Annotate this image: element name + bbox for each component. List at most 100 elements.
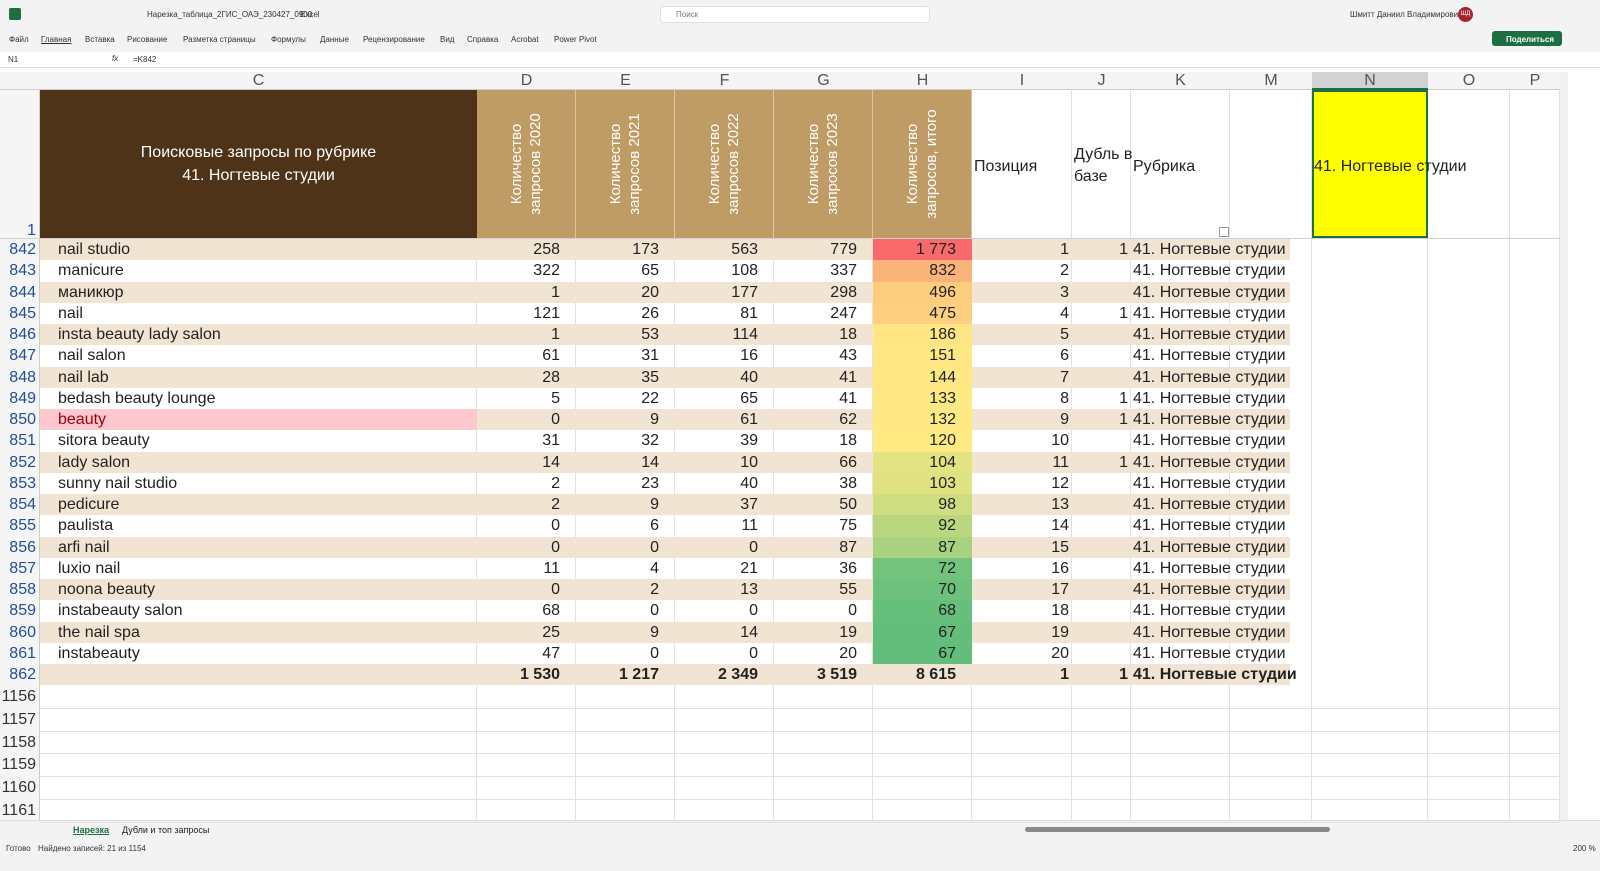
column-header[interactable]: C — [252, 72, 265, 89]
heat-fill — [873, 515, 972, 537]
count-value: 2 349 — [717, 666, 758, 683]
position: 6 — [1060, 347, 1069, 365]
row-number[interactable]: 1159 — [1, 756, 36, 774]
column-header[interactable]: H — [916, 72, 929, 89]
count-value: 832 — [929, 262, 956, 280]
heat-fill — [873, 621, 972, 643]
position: 13 — [1051, 496, 1069, 513]
query: nail studio — [58, 241, 131, 258]
sheet-tab-bar — [0, 820, 1600, 840]
count-value: 75 — [839, 517, 857, 535]
row-number[interactable]: 849 — [9, 389, 36, 407]
count-value: 40 — [740, 474, 758, 492]
column-header[interactable]: J — [1097, 72, 1106, 89]
row-number[interactable]: 1156 — [1, 688, 36, 705]
row-number[interactable]: 1157 — [1, 710, 36, 728]
filter-button[interactable] — [1219, 227, 1229, 237]
header-title-cell — [40, 90, 477, 238]
n1-cell[interactable] — [1312, 90, 1428, 238]
column-header[interactable]: D — [520, 72, 533, 89]
count-value: 40 — [740, 368, 758, 386]
row-number[interactable]: 842 — [9, 241, 36, 258]
row-number[interactable]: 853 — [9, 474, 36, 492]
row-number[interactable]: 855 — [9, 517, 36, 535]
row-number[interactable]: 844 — [9, 283, 36, 301]
column-header[interactable]: P — [1529, 72, 1541, 89]
avatar: ШД — [1458, 7, 1473, 22]
count-value: 11 — [741, 517, 758, 535]
row-number[interactable]: 858 — [9, 581, 36, 598]
share-button[interactable] — [1492, 31, 1562, 46]
row-number[interactable]: 856 — [9, 538, 36, 556]
row-number[interactable]: 846 — [9, 326, 36, 343]
menu-item[interactable]: Вид — [440, 35, 455, 44]
row-fill — [40, 239, 1290, 261]
row-number[interactable]: 1161 — [1, 802, 36, 819]
row-line — [40, 776, 1560, 778]
menu-item[interactable]: Разметка страницы — [183, 35, 256, 44]
name-box[interactable]: N1 — [8, 55, 19, 64]
column-header[interactable]: N — [1364, 72, 1376, 89]
menu-item[interactable]: Acrobat — [511, 35, 539, 44]
column-header[interactable]: K — [1175, 72, 1186, 89]
search-box[interactable] — [660, 6, 930, 23]
column-header[interactable]: E — [620, 72, 631, 89]
row-number: 1 — [27, 222, 36, 239]
row-number[interactable]: 848 — [9, 368, 36, 386]
position: 18 — [1051, 602, 1069, 620]
menu-item[interactable]: Рецензирование — [363, 35, 425, 44]
row-number[interactable]: 859 — [9, 602, 36, 620]
row-number[interactable]: 854 — [9, 496, 36, 513]
row-number[interactable]: 860 — [9, 623, 36, 641]
row-number[interactable]: 1158 — [1, 733, 36, 751]
row-number[interactable]: 851 — [9, 432, 36, 450]
menu-item[interactable]: Вставка — [85, 35, 115, 44]
row-line — [0, 238, 1560, 239]
count-value: 247 — [830, 304, 857, 322]
row-number[interactable]: 861 — [9, 644, 36, 662]
horizontal-scrollbar[interactable] — [1025, 827, 1330, 832]
row-number[interactable]: 862 — [9, 666, 36, 683]
formula[interactable]: =K842 — [133, 55, 157, 64]
share-label[interactable]: Поделиться — [1506, 35, 1555, 44]
sheet-tab[interactable]: Нарезка — [73, 825, 109, 835]
row-number[interactable]: 843 — [9, 262, 36, 280]
row-number[interactable]: 857 — [9, 559, 36, 577]
row-number[interactable]: 1160 — [1, 779, 36, 797]
count-value: 144 — [929, 368, 956, 386]
menu-item[interactable]: Главная — [41, 35, 72, 44]
menu-item[interactable]: Файл — [9, 35, 29, 44]
row-number[interactable]: 852 — [9, 453, 36, 471]
rubric: 41. Ногтевые студии — [1133, 389, 1286, 407]
count-value: 39 — [740, 432, 758, 450]
rubric: 41. Ногтевые студии — [1133, 666, 1297, 683]
heat-fill — [873, 557, 972, 579]
count-value: 4 — [650, 559, 659, 577]
row-number[interactable]: 850 — [9, 411, 36, 428]
column-header[interactable]: O — [1462, 72, 1476, 89]
count-value: 65 — [740, 389, 758, 407]
zoom[interactable]: 200 % — [1573, 844, 1596, 853]
column-header[interactable]: I — [1019, 72, 1025, 89]
count-header: Количество запросов 2022 — [705, 94, 745, 234]
menu-item[interactable]: Power Pivot — [554, 35, 597, 44]
column-header[interactable]: G — [817, 72, 830, 89]
count-header-line: запросов 2021 — [625, 113, 643, 215]
count-value: 87 — [938, 538, 956, 556]
menu-item[interactable]: Рисование — [127, 35, 168, 44]
vertical-scrollbar[interactable] — [1560, 72, 1568, 820]
menu-item[interactable]: Данные — [320, 35, 349, 44]
rubric: 41. Ногтевые студии — [1133, 644, 1286, 662]
count-value: 47 — [542, 644, 560, 662]
column-header[interactable]: M — [1264, 72, 1278, 89]
sheet-tab[interactable]: Дубли и топ запросы — [122, 825, 210, 835]
row-fill — [40, 621, 1290, 643]
menu-item[interactable]: Справка — [467, 35, 499, 44]
column-header[interactable]: F — [719, 72, 730, 89]
row-number[interactable]: 847 — [9, 347, 36, 365]
count-value: 3 519 — [816, 666, 857, 683]
menu-item[interactable]: Формулы — [271, 35, 306, 44]
count-value: 9 — [650, 623, 659, 641]
count-value: 151 — [929, 347, 956, 365]
row-number[interactable]: 845 — [9, 304, 36, 322]
